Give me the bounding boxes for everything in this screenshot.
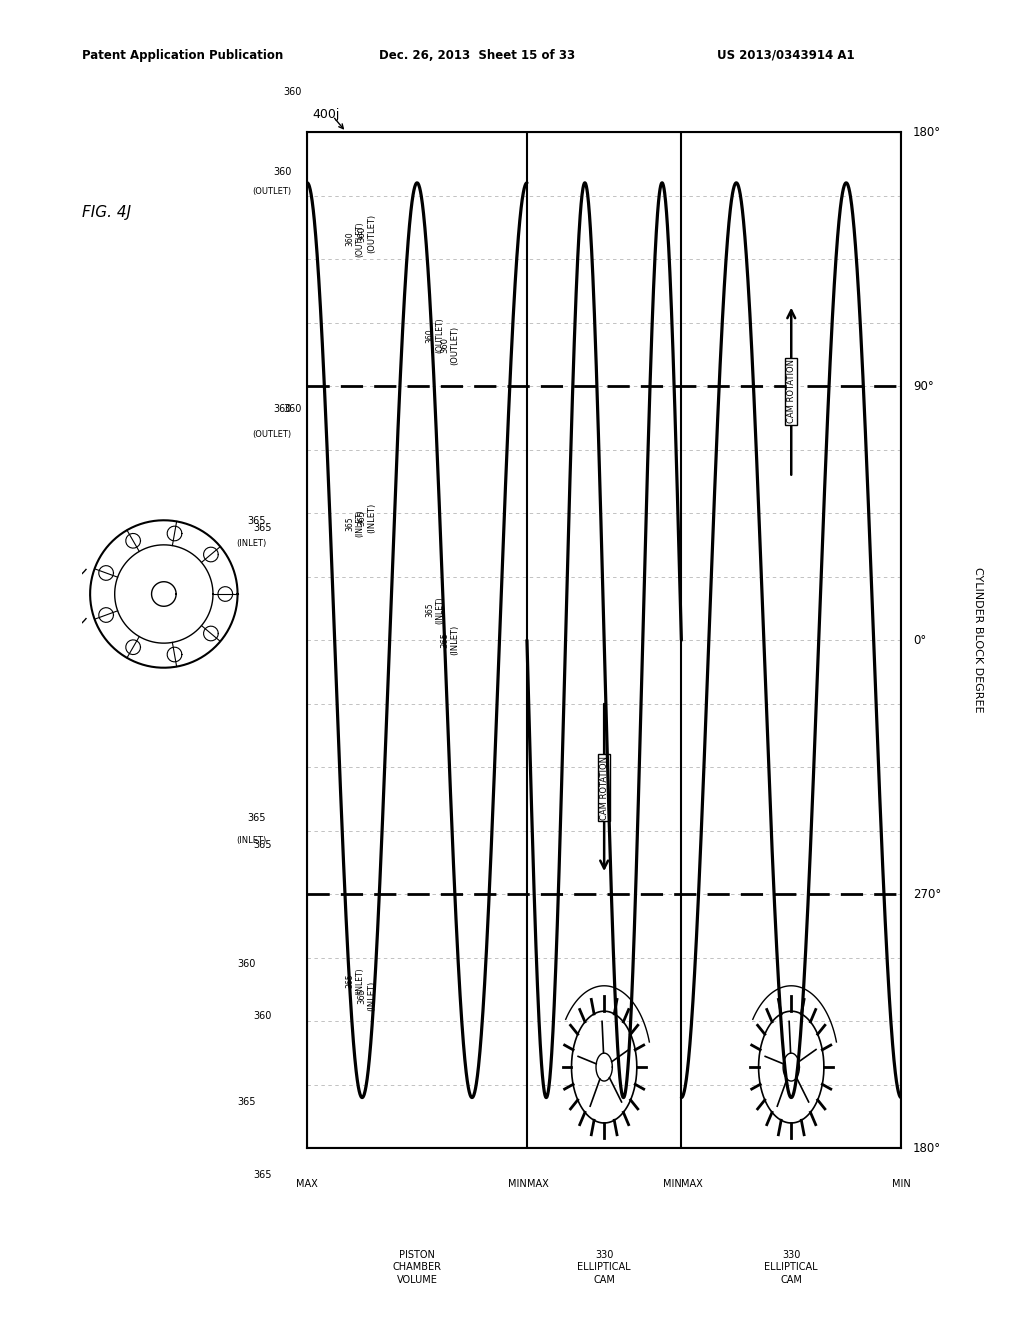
Text: 365: 365 [253, 1170, 271, 1180]
Text: 360
(OUTLET): 360 (OUTLET) [357, 214, 376, 253]
Text: 90°: 90° [913, 380, 934, 392]
Text: 365
(INLET): 365 (INLET) [345, 966, 365, 994]
Text: 365
(INLET): 365 (INLET) [440, 626, 460, 655]
Text: 360: 360 [284, 404, 302, 414]
Text: 330
ELLIPTICAL
CAM: 330 ELLIPTICAL CAM [765, 1250, 818, 1284]
Text: 180°: 180° [913, 125, 941, 139]
Text: FIG. 4J: FIG. 4J [82, 205, 131, 219]
Text: US 2013/0343914 A1: US 2013/0343914 A1 [717, 49, 854, 62]
Text: (INLET): (INLET) [236, 837, 266, 845]
Text: 360: 360 [273, 404, 292, 414]
Text: CAM ROTATION: CAM ROTATION [786, 359, 796, 424]
Text: 360: 360 [253, 1011, 271, 1022]
Text: CAM ROTATION: CAM ROTATION [600, 755, 608, 820]
Text: Dec. 26, 2013  Sheet 15 of 33: Dec. 26, 2013 Sheet 15 of 33 [379, 49, 575, 62]
Text: 360
(OUTLET): 360 (OUTLET) [426, 318, 444, 352]
Text: 365: 365 [248, 516, 266, 527]
Text: MIN: MIN [508, 1179, 527, 1189]
Text: 365: 365 [253, 840, 271, 850]
Text: 365
(INLET): 365 (INLET) [357, 503, 376, 533]
Text: CYLINDER BLOCK DEGREE: CYLINDER BLOCK DEGREE [974, 568, 983, 713]
Text: PISTON
CHAMBER
VOLUME: PISTON CHAMBER VOLUME [392, 1250, 441, 1284]
Text: MAX: MAX [527, 1179, 549, 1189]
Text: 400j: 400j [312, 108, 340, 121]
Text: MIN: MIN [892, 1179, 910, 1189]
Text: 360: 360 [273, 166, 292, 177]
Text: 365
(INLET): 365 (INLET) [426, 595, 444, 623]
Text: (OUTLET): (OUTLET) [253, 430, 292, 438]
Text: 365
(INLET): 365 (INLET) [345, 510, 365, 537]
Text: 0°: 0° [913, 634, 927, 647]
Text: 330
ELLIPTICAL
CAM: 330 ELLIPTICAL CAM [578, 1250, 631, 1284]
Text: (INLET): (INLET) [236, 540, 266, 548]
Text: MAX: MAX [681, 1179, 703, 1189]
Text: 180°: 180° [913, 1142, 941, 1155]
Text: 360
(OUTLET): 360 (OUTLET) [440, 326, 460, 366]
Text: MIN: MIN [663, 1179, 681, 1189]
Text: 360
(OUTLET): 360 (OUTLET) [345, 220, 365, 256]
Text: 360: 360 [238, 958, 256, 969]
Text: (OUTLET): (OUTLET) [253, 187, 292, 195]
Text: MAX: MAX [296, 1179, 318, 1189]
Text: 270°: 270° [913, 888, 941, 900]
Text: 365: 365 [248, 813, 266, 824]
Text: 365: 365 [238, 1097, 256, 1107]
Text: 365
(INLET): 365 (INLET) [357, 981, 376, 1011]
Text: 360: 360 [284, 87, 302, 98]
Text: Patent Application Publication: Patent Application Publication [82, 49, 284, 62]
Text: 365: 365 [253, 523, 271, 533]
